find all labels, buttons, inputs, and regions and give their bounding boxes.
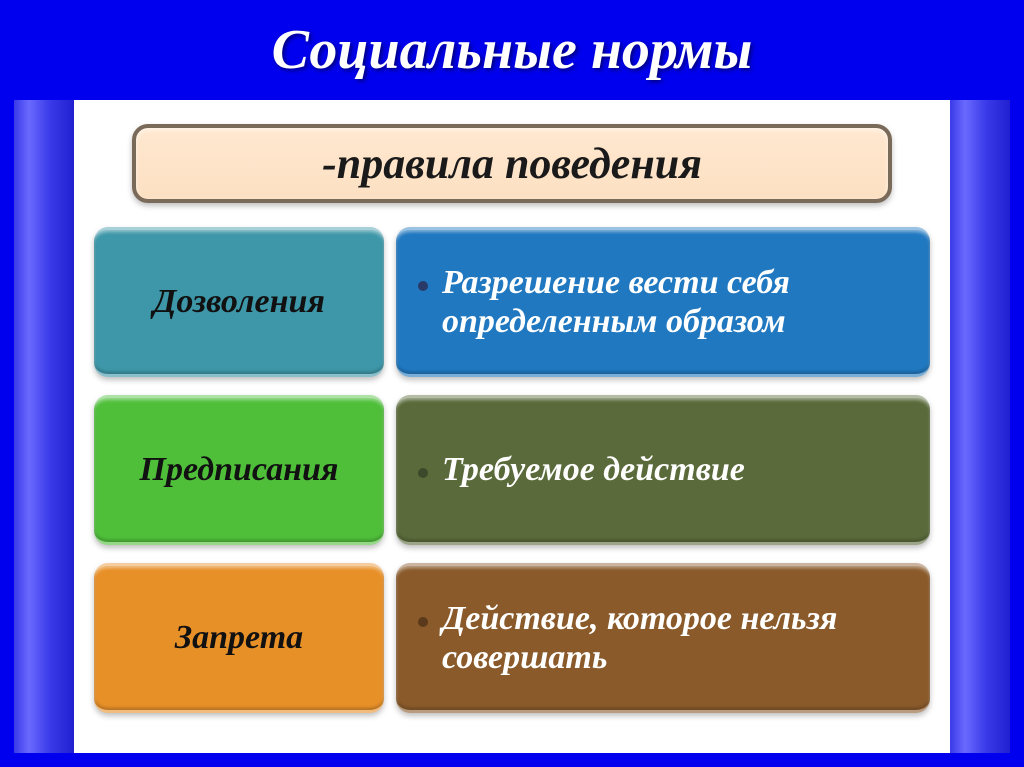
row-prohibitions: Запрета Действие, которое нельзя соверша…	[94, 563, 930, 713]
label-cell: Запрета	[94, 563, 384, 713]
decorative-pillar-left	[14, 100, 74, 753]
label-cell: Предписания	[94, 395, 384, 545]
row-description: Разрешение вести себя определенным образ…	[442, 263, 908, 341]
slide-title: Социальные нормы	[0, 0, 1024, 82]
decorative-pillar-right	[950, 100, 1010, 753]
label-cell: Дозволения	[94, 227, 384, 377]
desc-cell: Требуемое действие	[396, 395, 930, 545]
subtitle-box: -правила поведения	[132, 124, 892, 203]
content-area: -правила поведения Дозволения Разрешение…	[92, 114, 932, 739]
row-prescriptions: Предписания Требуемое действие	[94, 395, 930, 545]
row-label: Дозволения	[153, 283, 325, 321]
bullet-icon	[418, 468, 428, 478]
row-label: Запрета	[175, 619, 303, 657]
bullet-icon	[418, 281, 428, 291]
content-frame: -правила поведения Дозволения Разрешение…	[14, 100, 1010, 753]
row-description: Требуемое действие	[442, 450, 745, 489]
slide: Социальные нормы -правила поведения Дозв…	[0, 0, 1024, 767]
row-permissions: Дозволения Разрешение вести себя определ…	[94, 227, 930, 377]
row-description: Действие, которое нельзя совершать	[442, 599, 908, 677]
desc-cell: Разрешение вести себя определенным образ…	[396, 227, 930, 377]
desc-cell: Действие, которое нельзя совершать	[396, 563, 930, 713]
rows-container: Дозволения Разрешение вести себя определ…	[92, 227, 932, 739]
bullet-icon	[418, 617, 428, 627]
row-label: Предписания	[140, 451, 339, 489]
